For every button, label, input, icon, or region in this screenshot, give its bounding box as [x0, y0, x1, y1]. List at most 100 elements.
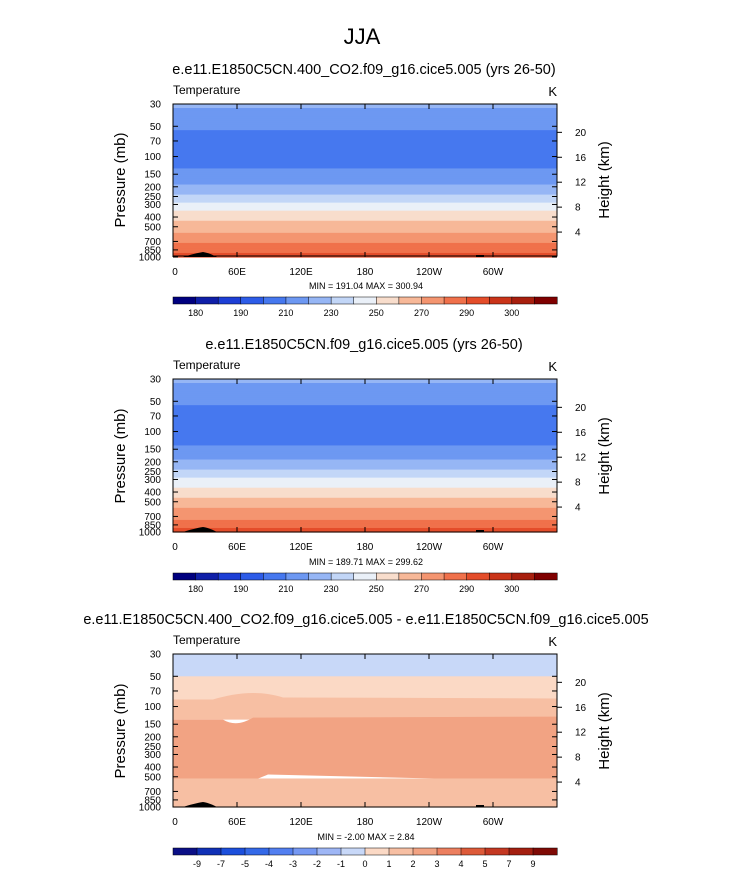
colorbar-box	[443, 296, 468, 305]
x-tick-label: 180	[357, 267, 374, 278]
contour-band	[173, 216, 557, 220]
y2-tick-label: 4	[575, 503, 581, 514]
contour-band	[173, 148, 557, 151]
x-tick-label: 120E	[289, 542, 313, 553]
contour-band	[173, 128, 557, 131]
contour-band	[173, 226, 557, 230]
colorbar-box	[240, 296, 264, 305]
colorbar-label: 230	[324, 584, 339, 594]
colorbar-label: 230	[324, 308, 339, 318]
colorbar-box	[488, 572, 513, 581]
colorbar-label: 1	[386, 859, 391, 869]
contour-band	[173, 228, 557, 232]
x-tick-label: 120W	[416, 267, 443, 278]
contour-band	[173, 521, 557, 525]
contour-band	[173, 174, 557, 178]
x-tick-label: 120W	[416, 817, 443, 828]
x-axis-ticks: 0 60E 120E 180 120W 60W	[172, 379, 504, 553]
y2-axis-ticks: 20 16 12 8 4	[557, 678, 587, 789]
colorbar-box	[511, 572, 535, 581]
colorbar-box	[421, 572, 445, 581]
contour-band	[173, 411, 557, 414]
colorbar-label: 4	[458, 859, 463, 869]
contour-band	[173, 431, 557, 434]
contour-band	[173, 150, 557, 153]
colorbar-box	[436, 847, 462, 856]
contour-band	[173, 515, 557, 519]
topography-mask	[183, 802, 217, 807]
colorbar-label: 300	[504, 308, 519, 318]
contour-band	[173, 144, 557, 147]
colorbar-box	[263, 296, 287, 305]
y2-tick-label: 20	[575, 128, 587, 139]
colorbar-box	[488, 296, 513, 305]
contour-band	[173, 433, 557, 436]
contour-band	[173, 495, 557, 499]
x-tick-label: 60E	[228, 817, 246, 828]
x-tick-label: 180	[357, 817, 374, 828]
colorbar-label: 210	[278, 308, 293, 318]
contour-band	[173, 393, 557, 396]
colorbar-label: -3	[289, 859, 297, 869]
colorbar-box	[460, 847, 486, 856]
contour-band	[173, 158, 557, 161]
contour-band	[173, 140, 557, 143]
colorbar-box	[172, 847, 198, 856]
colorbar-label: -5	[241, 859, 249, 869]
colorbar-box	[285, 296, 310, 305]
colorbar-box	[534, 572, 558, 581]
colorbar-box	[217, 296, 242, 305]
y-tick-label: 700	[144, 512, 161, 523]
colorbar-label: 270	[414, 584, 429, 594]
contour-band	[173, 437, 557, 440]
contour-band	[173, 389, 557, 392]
contour-band	[173, 240, 557, 244]
colorbar-box	[398, 572, 423, 581]
colorbar-label: -1	[337, 859, 345, 869]
colorbar-box	[466, 296, 490, 305]
colorbar-box	[172, 572, 197, 581]
contour-band	[173, 200, 557, 204]
contour-band	[173, 238, 557, 242]
colorbar-label: 9	[530, 859, 535, 869]
contour-band	[173, 716, 557, 782]
contour-band	[173, 383, 557, 386]
contour-band	[173, 172, 557, 176]
contour-band	[173, 114, 557, 117]
colorbar-box	[443, 572, 468, 581]
colorbar-box	[421, 296, 445, 305]
colorbar-box	[532, 847, 558, 856]
panel-units-label: K	[548, 634, 557, 649]
x-tick-label: 120E	[289, 267, 313, 278]
contour-band	[173, 465, 557, 469]
contour-band	[173, 475, 557, 479]
y-tick-label: 50	[150, 672, 162, 683]
colorbar-box	[353, 572, 377, 581]
contour-band	[173, 168, 557, 172]
contour-band	[173, 190, 557, 194]
y-tick-label: 150	[144, 445, 161, 456]
contour-band	[173, 224, 557, 228]
colorbar-label: 270	[414, 308, 429, 318]
contour-band	[173, 443, 557, 447]
y-tick-label: 300	[144, 200, 161, 211]
y-tick-label: 1000	[139, 528, 162, 539]
contour-band	[173, 385, 557, 388]
colorbar-box	[388, 847, 414, 856]
colorbar-label: -7	[217, 859, 225, 869]
colorbar-label: 290	[459, 584, 474, 594]
contour-band	[173, 234, 557, 238]
contour-band	[173, 425, 557, 428]
contour-band	[173, 222, 557, 226]
y-tick-label: 30	[150, 375, 162, 386]
contour-band	[173, 138, 557, 141]
contour-band	[173, 160, 557, 163]
colorbar-box	[466, 572, 490, 581]
contour-band	[173, 134, 557, 137]
contour-band	[173, 124, 557, 127]
y2-tick-label: 20	[575, 403, 587, 414]
colorbar-box	[484, 847, 510, 856]
colorbar-label: 180	[188, 584, 203, 594]
colorbar-box	[195, 296, 219, 305]
